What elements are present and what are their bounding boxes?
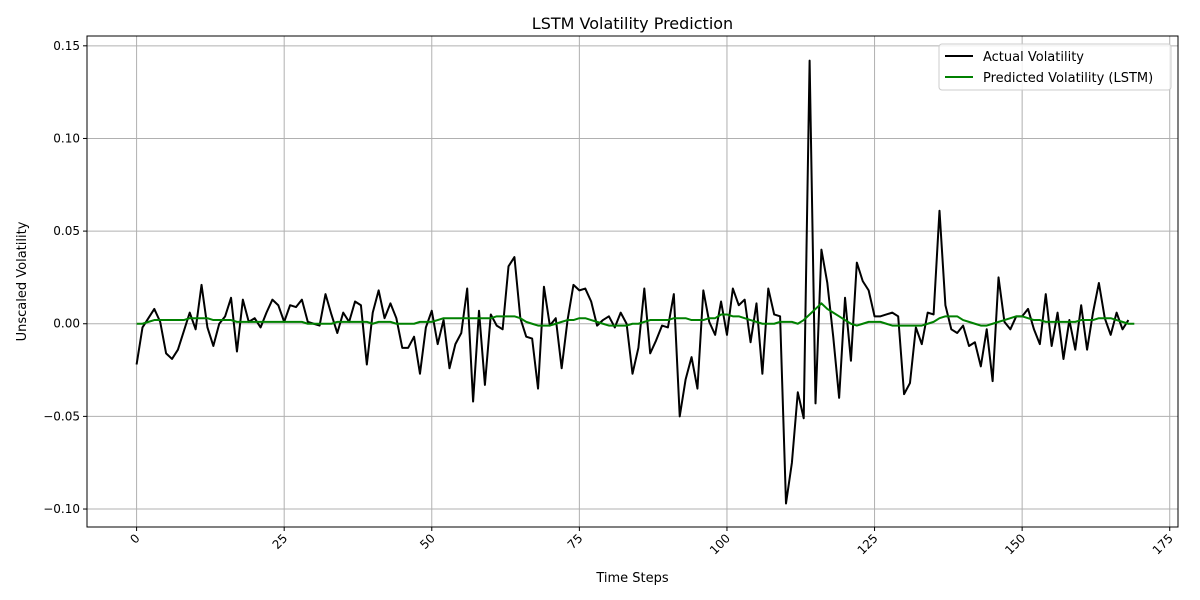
legend-label-actual: Actual Volatility (983, 50, 1084, 65)
y-tick-label: 0.00 (53, 317, 80, 331)
y-tick-label: 0.05 (53, 224, 80, 238)
plot-area-frame (86, 35, 1179, 528)
y-tick-label: 0.10 (53, 131, 80, 145)
chart-title: LSTM Volatility Prediction (532, 14, 733, 33)
y-tick-label: −0.05 (43, 409, 80, 423)
legend-label-predicted: Predicted Volatility (LSTM) (983, 71, 1153, 86)
legend: Actual Volatility Predicted Volatility (… (938, 43, 1172, 91)
y-tick-label: −0.10 (43, 502, 80, 516)
x-axis-title: Time Steps (595, 571, 669, 586)
y-tick-label: 0.15 (53, 39, 80, 53)
legend-box (938, 43, 1172, 91)
predicted-volatility-line (136, 302, 1135, 327)
series-lines (135, 59, 1135, 505)
actual-volatility-line (135, 59, 1130, 505)
y-axis-title: Unscaled Volatility (15, 221, 30, 341)
